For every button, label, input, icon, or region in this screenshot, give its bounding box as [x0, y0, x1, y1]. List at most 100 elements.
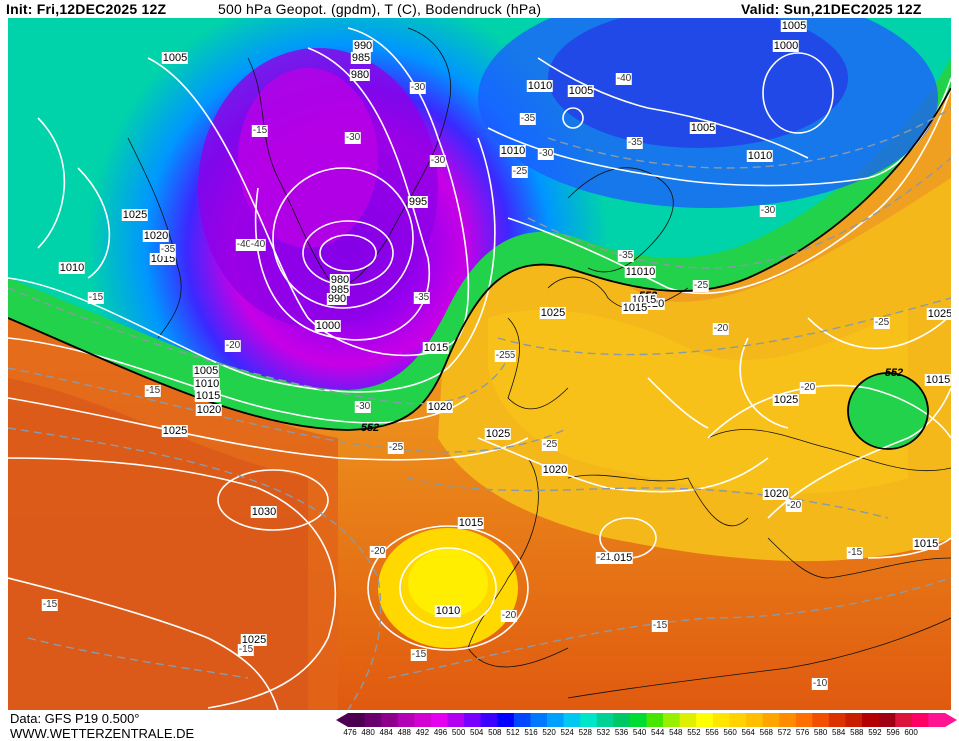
pressure-label: 985: [350, 52, 372, 64]
temperature-label: -20: [224, 340, 242, 352]
pressure-label: 1025: [161, 425, 189, 437]
geopotential-label: 552: [360, 422, 380, 434]
colorbar-segment: [746, 713, 764, 727]
geopotential-label: 552: [884, 367, 904, 379]
pressure-label: 1020: [541, 464, 569, 476]
colorbar-left-tip: [336, 713, 348, 727]
colorbar-segment: [447, 713, 465, 727]
colorbar-segment: [779, 713, 797, 727]
temperature-label: -30: [344, 132, 362, 144]
data-source-label: Data: GFS P19 0.500°: [10, 711, 140, 726]
colorbar-segment: [812, 713, 830, 727]
colorbar-segment: [348, 713, 366, 727]
colorbar-ticks: 476 480 484 488 492 496 500 504 508 512 516 520 524 5…: [336, 728, 957, 740]
colorbar-segment: [878, 713, 896, 727]
temperature-label: -35: [626, 137, 644, 149]
temperature-label: -21: [595, 552, 613, 564]
temperature-label: -25: [387, 442, 405, 454]
colorbar-tick-label: 536: [614, 728, 629, 737]
colorbar-segment: [381, 713, 399, 727]
colorbar-segment: [762, 713, 780, 727]
colorbar-tick-label: 580: [813, 728, 828, 737]
colorbar-tick-label: 588: [850, 728, 864, 737]
geopotential-552-contour: [8, 87, 951, 431]
pressure-label: 990: [352, 40, 374, 52]
colorbar-segment: [795, 713, 813, 727]
pressure-label: 1015: [149, 253, 177, 265]
temperature-label: -35: [519, 113, 537, 125]
colorbar-tick-label: 568: [759, 728, 773, 737]
colorbar-segment: [596, 713, 614, 727]
temperature-label: -20: [500, 610, 518, 622]
colorbar-segment: [679, 713, 697, 727]
pressure-label: 1015: [606, 552, 634, 564]
pressure-label: 1015: [422, 342, 450, 354]
colorbar-segment: [646, 713, 664, 727]
colorbar-segment: [364, 713, 382, 727]
temperature-label: -40: [615, 73, 633, 85]
pressure-label: 1010: [193, 378, 221, 390]
pressure-label: 1010: [746, 150, 774, 162]
colorbar-tick-label: 520: [542, 728, 556, 737]
temperature-label: -35: [413, 292, 431, 304]
colorbar-tick-label: 592: [868, 728, 882, 737]
iberian-cutoff-low-inner: [408, 549, 488, 617]
colorbar-tick-label: 492: [415, 728, 430, 737]
pressure-label: 1020: [426, 401, 454, 413]
colorbar-tick-label: 500: [451, 728, 466, 737]
pressure-label: 1000: [314, 320, 342, 332]
colorbar-tick-label: 600: [904, 728, 918, 737]
colorbar-segment: [547, 713, 565, 727]
temperature-label: -15: [251, 125, 269, 137]
colorbar-tick-label: 556: [705, 728, 719, 737]
central-europe-ridge-core: [488, 308, 908, 494]
colorbar-segment: [663, 713, 681, 727]
pressure-label: 1015: [621, 302, 649, 314]
temperature-label: -25: [873, 317, 891, 329]
colorbar-tick-label: 512: [506, 728, 520, 737]
temperature-label: -15: [41, 599, 59, 611]
temperature-label: -15: [846, 547, 864, 559]
pressure-label: 1015: [924, 374, 951, 386]
colorbar-tick-label: 480: [361, 728, 375, 737]
colorbar-tick-label: 540: [632, 728, 647, 737]
pressure-label: 1030: [250, 506, 278, 518]
init-time-label: Init: Fri,12DEC2025 12Z: [6, 1, 167, 17]
website-label: WWW.WETTERZENTRALE.DE: [10, 726, 195, 741]
colorbar-segment: [862, 713, 880, 727]
colorbar-segment: [464, 713, 482, 727]
temperature-label: -25: [511, 166, 529, 178]
pressure-label: 980: [329, 274, 351, 286]
colorbar-tick-label: 488: [397, 728, 411, 737]
weather-map: 990 985 980 1005 1005 1000 1010 1005 1005 1010 101…: [8, 18, 951, 710]
temperature-label: -25: [692, 280, 710, 292]
pressure-label: 1025: [240, 634, 268, 646]
colorbar-segment: [513, 713, 531, 727]
colorbar-segment: [414, 713, 432, 727]
colorbar-segment: [845, 713, 863, 727]
colorbar-tick-label: 552: [687, 728, 701, 737]
pressure-label: 1025: [121, 209, 149, 221]
pressure-label: 980: [349, 69, 371, 81]
colorbar-segment: [580, 713, 598, 727]
colorbar-tick-label: 528: [578, 728, 592, 737]
colorbar-segment: [911, 713, 929, 727]
colorbar-right-tip: [945, 713, 957, 727]
pressure-label: 1025: [539, 307, 567, 319]
pressure-label: 1010: [526, 80, 554, 92]
colorbar-tick-label: 572: [777, 728, 792, 737]
colorbar-tick-label: 548: [669, 728, 683, 737]
greenland-deep-low-core: [238, 68, 378, 248]
valid-time-label: Valid: Sun,21DEC2025 12Z: [741, 1, 922, 17]
pressure-label: 1005: [780, 20, 808, 32]
pressure-label: 1005: [689, 122, 717, 134]
colorbar-tick-label: 576: [795, 728, 810, 737]
colorbar-segment: [530, 713, 548, 727]
temperature-label: -20: [799, 382, 817, 394]
temperature-label: -25: [541, 439, 559, 451]
temperature-label: -20: [369, 546, 387, 558]
temperature-label: -30: [537, 148, 555, 160]
colorbar-tick-label: 496: [433, 728, 448, 737]
pressure-label: 1025: [772, 394, 800, 406]
temperature-label: -10: [811, 678, 829, 690]
